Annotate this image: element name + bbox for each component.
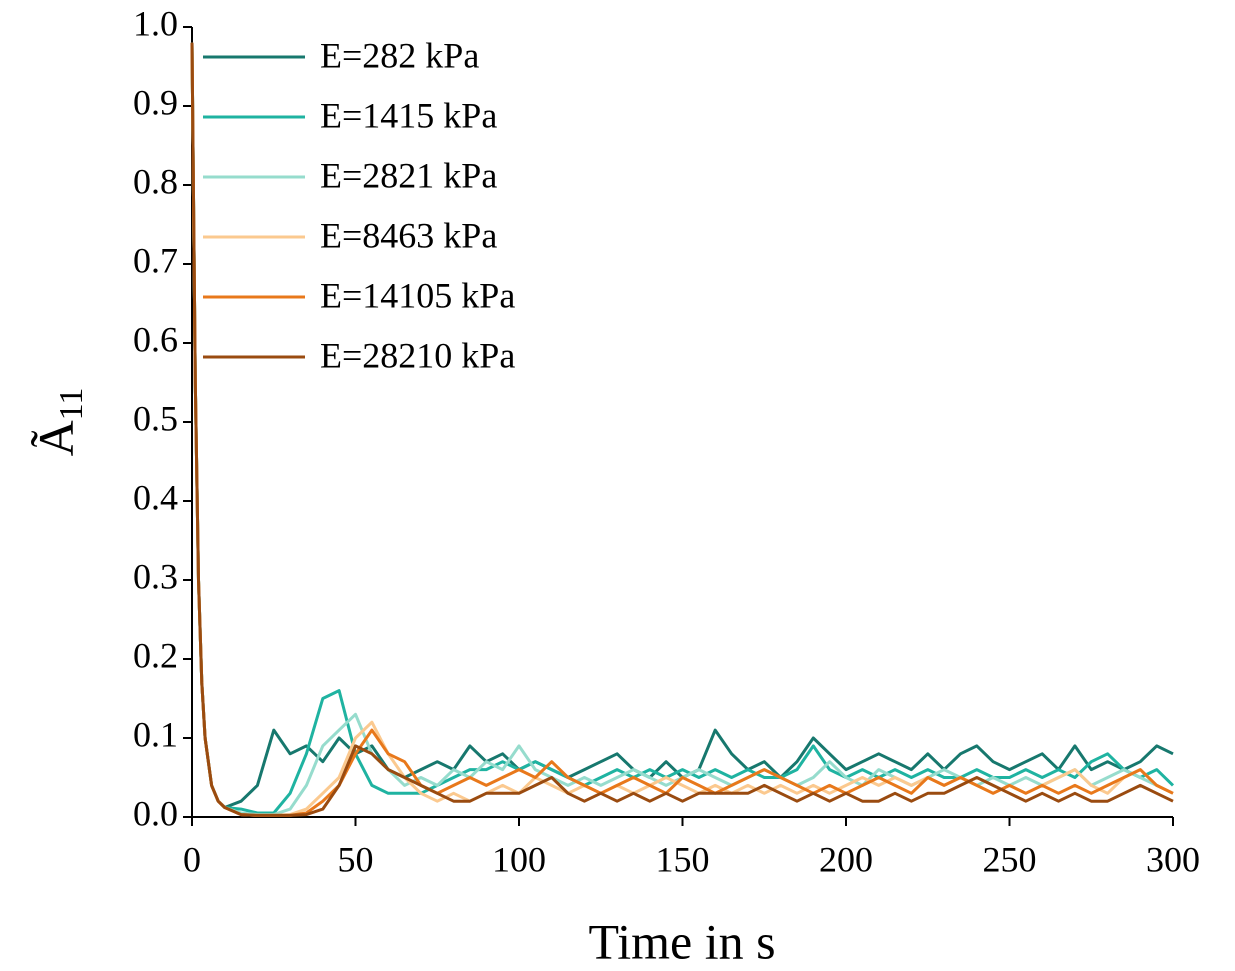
- y-tick-label: 0.4: [133, 477, 178, 517]
- x-tick-label: 300: [1146, 839, 1200, 879]
- x-tick-label: 200: [819, 839, 873, 879]
- y-tick-label: 0.6: [133, 319, 178, 359]
- y-tick-label: 0.2: [133, 635, 178, 675]
- x-tick-label: 0: [183, 839, 201, 879]
- legend-label: E=14105 kPa: [320, 275, 515, 315]
- x-tick-label: 100: [492, 839, 546, 879]
- y-tick-label: 0.0: [133, 793, 178, 833]
- y-tick-label: 0.7: [133, 240, 178, 280]
- legend-label: E=282 kPa: [320, 35, 479, 75]
- y-tick-label: 0.8: [133, 161, 178, 201]
- legend-label: E=2821 kPa: [320, 155, 497, 195]
- y-tick-label: 0.5: [133, 398, 178, 438]
- x-tick-label: 50: [338, 839, 374, 879]
- y-tick-label: 0.9: [133, 82, 178, 122]
- legend-label: E=8463 kPa: [320, 215, 497, 255]
- series-line: [190, 42, 1174, 817]
- series-line: [190, 42, 1174, 817]
- y-axis-label-main: Ã: [28, 420, 84, 456]
- legend-label: E=1415 kPa: [320, 95, 497, 135]
- x-tick-label: 250: [983, 839, 1037, 879]
- y-tick-label: 1.0: [133, 3, 178, 43]
- x-tick-label: 150: [656, 839, 710, 879]
- legend-label: E=28210 kPa: [320, 335, 515, 375]
- y-tick-label: 0.1: [133, 714, 178, 754]
- y-axis-label: Ã11: [28, 388, 89, 457]
- y-tick-label: 0.3: [133, 556, 178, 596]
- y-axis-label-sub: 11: [53, 388, 90, 421]
- x-axis-label: Time in s: [588, 913, 775, 969]
